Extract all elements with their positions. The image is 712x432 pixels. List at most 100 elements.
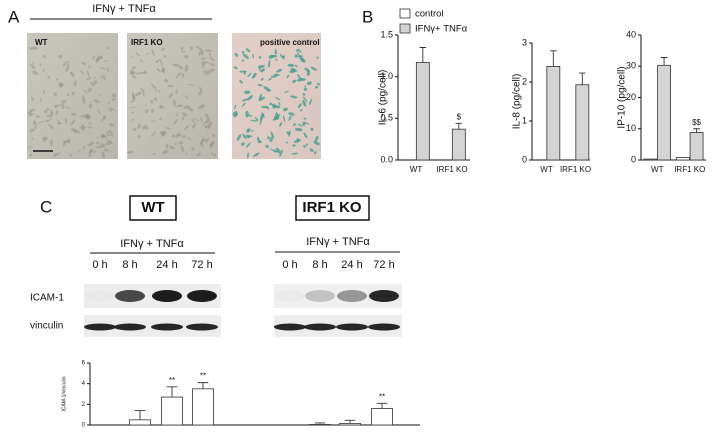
y-tick-label: 3 xyxy=(522,37,527,47)
cell xyxy=(188,107,194,112)
cell xyxy=(241,102,246,107)
cell xyxy=(276,114,281,118)
cell xyxy=(294,127,303,132)
cell xyxy=(130,71,136,75)
cell xyxy=(205,61,210,64)
y-tick-label: 2 xyxy=(82,402,86,408)
y-tick-label: 10 xyxy=(626,123,636,133)
cell xyxy=(58,54,63,59)
cell xyxy=(134,91,142,97)
cell xyxy=(279,149,283,157)
cell xyxy=(111,98,116,101)
cell xyxy=(45,119,49,123)
cell xyxy=(167,84,174,88)
error-bar xyxy=(455,122,463,130)
cell xyxy=(154,89,158,92)
cell xyxy=(131,75,137,79)
cell xyxy=(251,75,256,79)
cell xyxy=(269,102,273,106)
cell xyxy=(275,147,281,154)
cell xyxy=(209,56,215,62)
cell xyxy=(290,95,298,99)
cell xyxy=(188,83,196,86)
cell xyxy=(155,59,159,64)
cell xyxy=(282,107,288,112)
cell xyxy=(96,145,104,149)
cell xyxy=(55,104,62,107)
annotation: ** xyxy=(379,392,385,401)
legend-label: control xyxy=(415,9,444,20)
x-tick-label: IRF1 KO xyxy=(560,165,591,174)
cell xyxy=(69,154,72,157)
cell xyxy=(105,130,112,134)
cell xyxy=(196,152,202,157)
y-tick-label: 1.0 xyxy=(380,71,393,81)
band xyxy=(369,290,399,302)
cell xyxy=(197,92,202,96)
cell xyxy=(317,82,320,86)
cell xyxy=(292,79,297,84)
timepoint-label: 0 h xyxy=(92,259,107,271)
cell xyxy=(87,144,91,146)
cell xyxy=(66,93,70,96)
cell xyxy=(62,139,70,144)
cell xyxy=(201,60,204,69)
cell xyxy=(70,119,76,126)
cell xyxy=(181,50,186,53)
cell xyxy=(139,58,144,63)
cell xyxy=(138,93,142,95)
cell xyxy=(70,128,76,132)
cell xyxy=(47,75,51,79)
cell xyxy=(303,87,307,91)
cell xyxy=(158,59,162,62)
bar xyxy=(415,62,430,161)
cell xyxy=(30,96,35,102)
cell xyxy=(184,64,189,72)
cell xyxy=(42,69,45,72)
cell xyxy=(234,52,239,57)
cell xyxy=(101,151,105,159)
cell xyxy=(254,117,259,121)
cell xyxy=(202,136,204,142)
cell xyxy=(294,54,299,58)
band xyxy=(274,323,306,331)
y-axis-label: IL-6 (pg/cell) xyxy=(378,70,389,126)
cell xyxy=(177,72,182,76)
blot-row-label: vinculin xyxy=(30,321,63,332)
cell xyxy=(293,123,296,127)
cell xyxy=(246,142,251,148)
cell xyxy=(202,139,207,142)
cell xyxy=(86,126,93,129)
timepoint-label: 72 h xyxy=(191,259,212,271)
cell xyxy=(151,83,157,90)
panel-label: B xyxy=(362,7,373,26)
cell xyxy=(58,83,62,87)
cell xyxy=(144,70,147,73)
cell xyxy=(250,119,258,122)
cell xyxy=(306,72,310,76)
cell xyxy=(208,68,215,73)
cell xyxy=(70,112,77,116)
cell xyxy=(52,152,61,157)
cell xyxy=(100,115,107,122)
cell xyxy=(302,122,306,126)
cell xyxy=(266,105,269,110)
bar xyxy=(371,408,393,426)
cell xyxy=(131,66,137,70)
cell xyxy=(314,86,319,89)
cell xyxy=(253,152,260,157)
bar xyxy=(129,419,151,426)
cell xyxy=(32,70,39,76)
cell xyxy=(42,136,46,143)
cell xyxy=(163,54,167,59)
cell xyxy=(178,104,183,108)
cell xyxy=(303,117,307,120)
cell xyxy=(161,67,165,72)
cell xyxy=(180,145,185,153)
cell xyxy=(82,95,85,102)
cell xyxy=(88,65,91,69)
cell xyxy=(88,122,92,125)
cell xyxy=(310,66,317,71)
band xyxy=(186,323,218,331)
cell xyxy=(268,60,271,68)
